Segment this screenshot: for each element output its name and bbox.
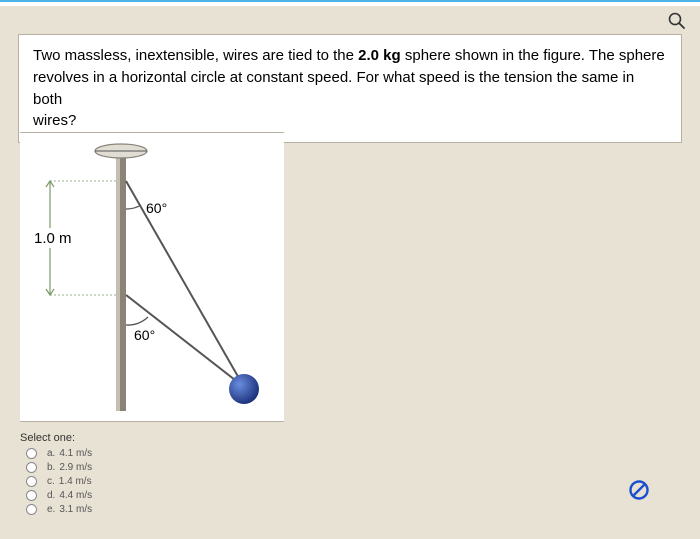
radio-icon[interactable]: [26, 504, 37, 515]
option-text: 4.4 m/s: [59, 490, 92, 501]
prohibited-icon: [628, 479, 650, 501]
radio-icon[interactable]: [26, 476, 37, 487]
option-text: 4.1 m/s: [59, 448, 92, 459]
top-accent-strip: [0, 0, 700, 6]
option-letter: e.: [47, 504, 55, 515]
question-part3: wires?: [33, 112, 76, 129]
option-text: 2.9 m/s: [59, 462, 92, 473]
option-text: 1.4 m/s: [59, 476, 92, 487]
option-e[interactable]: e. 3.1 m/s: [26, 504, 92, 515]
search-icon[interactable]: [668, 12, 686, 35]
radio-icon[interactable]: [26, 448, 37, 459]
question-part1: Two massless, inextensible, wires are ti…: [33, 47, 358, 64]
question-part1b: sphere shown in the figure. The sphere: [401, 47, 665, 64]
question-text-box: Two massless, inextensible, wires are ti…: [18, 34, 682, 143]
physics-figure: 60° 60° 1.0 m: [20, 132, 284, 422]
option-letter: b.: [47, 462, 55, 473]
select-one-label: Select one:: [20, 432, 75, 444]
option-text: 3.1 m/s: [59, 504, 92, 515]
option-d[interactable]: d. 4.4 m/s: [26, 490, 92, 501]
option-letter: a.: [47, 448, 55, 459]
angle-top-label: 60°: [146, 200, 167, 216]
question-part2: revolves in a horizontal circle at const…: [33, 69, 634, 108]
option-a[interactable]: a. 4.1 m/s: [26, 448, 92, 459]
option-letter: c.: [47, 476, 55, 487]
sphere-icon: [229, 374, 259, 404]
radio-icon[interactable]: [26, 462, 37, 473]
radio-icon[interactable]: [26, 490, 37, 501]
answer-options: a. 4.1 m/s b. 2.9 m/s c. 1.4 m/s d. 4.4 …: [26, 448, 92, 518]
angle-bottom-label: 60°: [134, 327, 155, 343]
option-letter: d.: [47, 490, 55, 501]
height-label: 1.0 m: [34, 230, 72, 247]
option-c[interactable]: c. 1.4 m/s: [26, 476, 92, 487]
option-b[interactable]: b. 2.9 m/s: [26, 462, 92, 473]
question-mass: 2.0 kg: [358, 47, 401, 64]
